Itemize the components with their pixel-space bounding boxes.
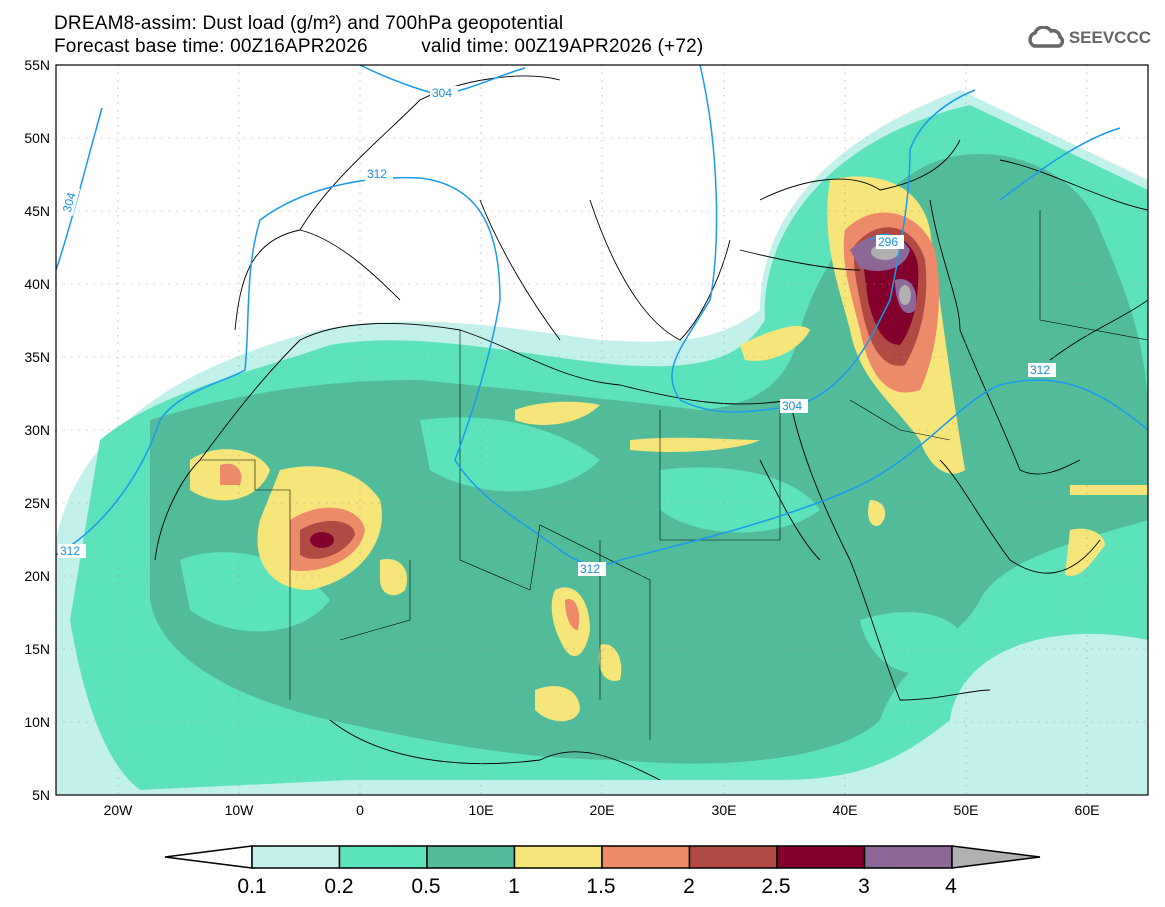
colorbar-swatch (863, 845, 953, 869)
colorbar-label: 4 (945, 875, 957, 898)
lon-label: 60E (1075, 802, 1100, 818)
lon-label: 20W (104, 802, 134, 818)
dust-field: 304 304 312 312 312 296 304 312 (56, 65, 1148, 795)
coastlines (154, 75, 1148, 781)
title-line: DREAM8-assim: Dust load (g/m²) and 700hP… (54, 13, 564, 34)
lon-label: 0 (356, 802, 364, 818)
seevccc-logo: SEEVCCC (1026, 26, 1151, 50)
longitude-labels: 20W 10W 0 10E 20E 30E 40E 50E 60E (104, 802, 1100, 818)
colorbar-swatch (426, 845, 516, 869)
latitude-labels: 55N 50N 45N 40N 35N 30N 25N 20N 15N 10N … (24, 57, 50, 803)
contour-label: 312 (1030, 363, 1050, 377)
lat-label: 10N (24, 714, 50, 730)
colorbar-label: 0.5 (411, 875, 440, 898)
lat-label: 15N (24, 641, 50, 657)
contour-label: 312 (60, 544, 80, 558)
colorbar-swatch (601, 845, 691, 869)
colorbar-label: 1.5 (586, 875, 615, 898)
lon-label: 20E (590, 802, 615, 818)
map-frame (55, 64, 1149, 796)
lat-label: 25N (24, 495, 50, 511)
base-time: Forecast base time: 00Z16APR2026 (54, 36, 368, 57)
colorbar-swatch (251, 845, 341, 869)
lat-label: 35N (24, 349, 50, 365)
colorbar-label: 2.5 (761, 875, 790, 898)
valid-time: valid time: 00Z19APR2026 (+72) (421, 36, 704, 57)
colorbar-arrow-low (164, 845, 253, 869)
colorbar-swatch (776, 845, 866, 869)
contour-label: 312 (367, 167, 387, 181)
colorbar-label: 0.2 (324, 875, 353, 898)
contour-label: 304 (60, 191, 79, 214)
logo-text: SEEVCCC (1068, 28, 1151, 47)
lon-label: 10W (225, 802, 255, 818)
colorbar-swatch (688, 845, 778, 869)
colorbar-label: 2 (683, 875, 695, 898)
lat-label: 30N (24, 422, 50, 438)
contour-label: 296 (878, 235, 898, 249)
contour-label: 304 (782, 399, 802, 413)
lon-label: 30E (712, 802, 737, 818)
contour-labels: 304 304 312 312 312 296 304 312 (58, 86, 1056, 576)
contour-label: 304 (432, 86, 452, 100)
map-title: DREAM8-assim: Dust load (g/m²) and 700hP… (54, 12, 703, 58)
colorbar-arrow-high (951, 845, 1041, 869)
lon-label: 50E (954, 802, 979, 818)
colorbar-label: 1 (508, 875, 520, 898)
lat-label: 50N (24, 130, 50, 146)
lat-label: 55N (24, 57, 50, 73)
colorbar-label: 3 (858, 875, 870, 898)
lat-label: 5N (32, 787, 50, 803)
lat-label: 45N (24, 203, 50, 219)
contour-label: 312 (580, 562, 600, 576)
lat-label: 20N (24, 568, 50, 584)
graticule (56, 65, 1148, 795)
lon-label: 10E (469, 802, 494, 818)
colorbar (164, 845, 1041, 869)
colorbar-swatch (513, 845, 603, 869)
colorbar-label: 0.1 (237, 875, 266, 898)
lat-label: 40N (24, 276, 50, 292)
cloud-icon (1028, 26, 1064, 48)
colorbar-labels: 0.1 0.2 0.5 1 1.5 2 2.5 3 4 (237, 875, 957, 898)
lon-label: 40E (833, 802, 858, 818)
colorbar-swatch (338, 845, 428, 869)
